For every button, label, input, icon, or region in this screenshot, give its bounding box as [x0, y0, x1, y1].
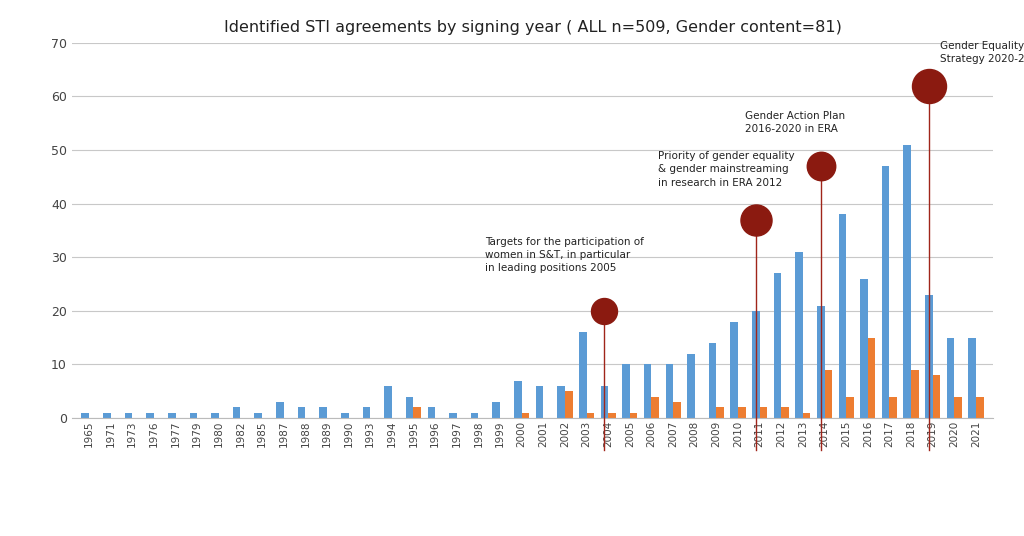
Bar: [514, 381, 521, 418]
Bar: [601, 386, 608, 418]
Bar: [587, 413, 594, 418]
Bar: [450, 413, 457, 418]
Bar: [824, 370, 833, 418]
Text: Gender Equality
Strategy 2020-2015: Gender Equality Strategy 2020-2015: [940, 41, 1024, 64]
Bar: [687, 354, 694, 418]
Bar: [630, 413, 637, 418]
Bar: [579, 332, 587, 418]
Bar: [651, 397, 659, 418]
Bar: [103, 413, 111, 418]
Bar: [911, 370, 919, 418]
Bar: [471, 413, 478, 418]
Bar: [298, 407, 305, 418]
Title: Identified STI agreements by signing year ( ALL n=509, Gender content=81): Identified STI agreements by signing yea…: [223, 20, 842, 35]
Bar: [414, 407, 421, 418]
Point: [748, 215, 764, 224]
Bar: [903, 145, 911, 418]
Bar: [319, 407, 327, 418]
Bar: [384, 386, 392, 418]
Bar: [341, 413, 348, 418]
Bar: [565, 391, 572, 418]
Bar: [623, 364, 630, 418]
Bar: [860, 279, 867, 418]
Bar: [890, 397, 897, 418]
Bar: [644, 364, 651, 418]
Bar: [536, 386, 544, 418]
Bar: [168, 413, 175, 418]
Bar: [738, 407, 745, 418]
Bar: [933, 375, 940, 418]
Bar: [406, 397, 414, 418]
Bar: [211, 413, 219, 418]
Bar: [947, 338, 954, 418]
Bar: [976, 397, 983, 418]
Bar: [608, 413, 615, 418]
Bar: [760, 407, 767, 418]
Bar: [557, 386, 565, 418]
Bar: [717, 407, 724, 418]
Bar: [730, 322, 738, 418]
Bar: [796, 252, 803, 418]
Bar: [428, 407, 435, 418]
Bar: [125, 413, 132, 418]
Bar: [673, 402, 681, 418]
Bar: [189, 413, 198, 418]
Bar: [839, 214, 846, 418]
Text: Targets for the participation of
women in S&T, in particular
in leading position: Targets for the participation of women i…: [485, 237, 644, 273]
Bar: [752, 311, 760, 418]
Bar: [255, 413, 262, 418]
Bar: [521, 413, 529, 418]
Bar: [276, 402, 284, 418]
Point: [596, 307, 612, 315]
Bar: [709, 343, 717, 418]
Bar: [146, 413, 154, 418]
Bar: [882, 166, 890, 418]
Bar: [817, 306, 824, 418]
Legend: ALL, Gender content: ALL, Gender content: [324, 531, 520, 536]
Bar: [666, 364, 673, 418]
Bar: [969, 338, 976, 418]
Bar: [774, 273, 781, 418]
Text: Gender Action Plan
2016-2020 in ERA: Gender Action Plan 2016-2020 in ERA: [745, 111, 845, 134]
Point: [921, 81, 937, 90]
Bar: [867, 338, 876, 418]
Bar: [781, 407, 788, 418]
Bar: [493, 402, 500, 418]
Bar: [362, 407, 371, 418]
Bar: [232, 407, 241, 418]
Point: [813, 162, 829, 170]
Bar: [803, 413, 810, 418]
Bar: [954, 397, 962, 418]
Bar: [846, 397, 854, 418]
Text: Priority of gender equality
& gender mainstreaming
in research in ERA 2012: Priority of gender equality & gender mai…: [658, 151, 795, 188]
Bar: [82, 413, 89, 418]
Bar: [925, 295, 933, 418]
